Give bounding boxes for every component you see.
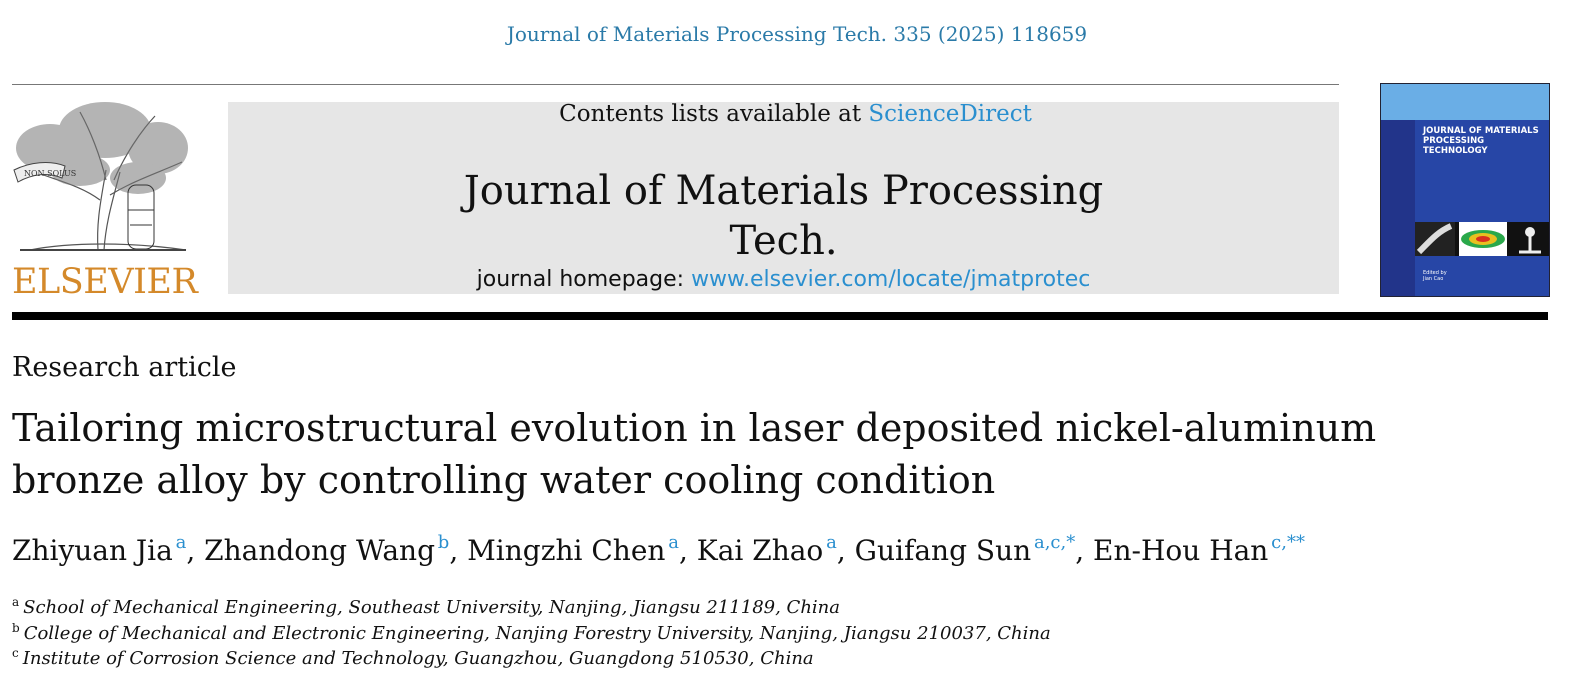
article-title: Tailoring microstructural evolution in l… <box>12 402 1512 506</box>
cover-top-band <box>1381 84 1549 120</box>
article-type: Research article <box>12 352 237 383</box>
author-affiliation-mark[interactable]: a <box>175 532 187 553</box>
affiliation-label: b <box>12 621 20 635</box>
affiliation-text: College of Mechanical and Electronic Eng… <box>23 623 1051 644</box>
elsevier-logo-text: ELSEVIER <box>12 262 198 302</box>
author-name[interactable]: Guifang Sun <box>854 534 1032 567</box>
cover-side-band <box>1381 120 1415 296</box>
contents-line: Contents lists available at ScienceDirec… <box>440 98 1151 130</box>
cover-editor-name: Jian Cao <box>1423 276 1444 282</box>
author-list: Zhiyuan Jia a, Zhandong Wang b, Mingzhi … <box>12 532 1305 568</box>
affiliation-text: Institute of Corrosion Science and Techn… <box>22 648 814 669</box>
sciencedirect-link[interactable]: ScienceDirect <box>868 101 1032 127</box>
cover-title-line1: JOURNAL OF MATERIALS <box>1423 126 1539 136</box>
header-divider <box>12 84 1339 85</box>
header-thick-rule <box>12 312 1548 320</box>
journal-title: Journal of Materials Processing Tech. <box>463 168 1104 264</box>
author-affiliation-mark[interactable]: b <box>437 532 450 553</box>
author-name[interactable]: Zhiyuan Jia <box>12 534 173 567</box>
affiliation-a: a School of Mechanical Engineering, South… <box>12 596 840 620</box>
cover-images <box>1415 222 1549 256</box>
affiliation-c: c Institute of Corrosion Science and Tech… <box>12 647 814 671</box>
author-name[interactable]: Mingzhi Chen <box>467 534 666 567</box>
author-affiliation-mark[interactable]: a <box>668 532 679 553</box>
elsevier-tree-logo[interactable]: NON SOLUS <box>10 100 190 298</box>
logo-banner-text: NON SOLUS <box>24 169 76 178</box>
author-affiliation-mark[interactable]: c,** <box>1271 532 1305 553</box>
homepage-link[interactable]: www.elsevier.com/locate/jmatprotec <box>691 267 1091 292</box>
author-name[interactable]: Kai Zhao <box>696 534 824 567</box>
author-affiliation-mark[interactable]: a <box>826 532 837 553</box>
affiliation-label: c <box>12 646 19 660</box>
journal-banner <box>228 102 1339 294</box>
homepage-line: journal homepage: www.elsevier.com/locat… <box>428 264 1139 296</box>
author-name[interactable]: En-Hou Han <box>1093 534 1269 567</box>
cover-image-strip <box>1415 222 1549 256</box>
journal-citation[interactable]: Journal of Materials Processing Tech. 33… <box>506 22 1088 46</box>
affiliation-label: a <box>12 595 20 609</box>
cover-title-line2: PROCESSING TECHNOLOGY <box>1423 136 1488 156</box>
cover-editor: Edited by Jian Cao <box>1423 270 1447 282</box>
author-affiliation-mark[interactable]: a,c,* <box>1033 532 1076 553</box>
journal-cover[interactable]: JOURNAL OF MATERIALS PROCESSING TECHNOLO… <box>1380 83 1550 297</box>
homepage-prefix: journal homepage: <box>476 267 685 292</box>
cover-title: JOURNAL OF MATERIALS PROCESSING TECHNOLO… <box>1423 126 1547 156</box>
author-name[interactable]: Zhandong Wang <box>204 534 435 567</box>
contents-prefix: Contents lists available at <box>559 101 862 127</box>
cover-edited-by: Edited by <box>1423 270 1447 276</box>
article-title-line2: bronze alloy by controlling water coolin… <box>12 458 996 502</box>
affiliation-text: School of Mechanical Engineering, Southe… <box>23 597 840 618</box>
article-title-line1: Tailoring microstructural evolution in l… <box>12 406 1377 450</box>
affiliation-b: b College of Mechanical and Electronic En… <box>12 622 1051 646</box>
